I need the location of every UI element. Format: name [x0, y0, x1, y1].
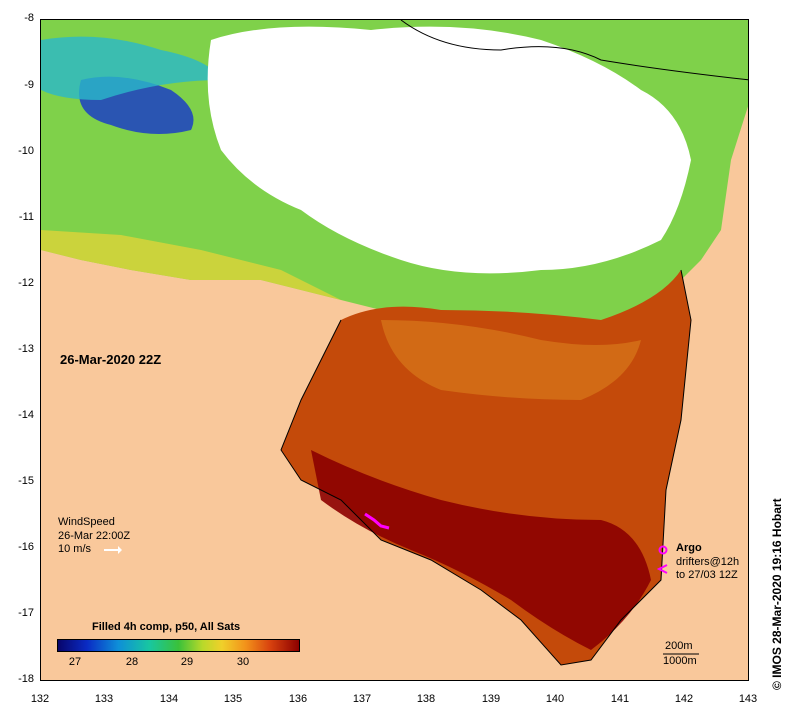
y-tick-label: -14 [18, 409, 34, 421]
colorbar-label: 27 [68, 656, 82, 668]
x-tick-label: 138 [416, 693, 436, 705]
y-tick-label: -8 [24, 12, 34, 24]
depth-contour-1000: 1000m [663, 655, 697, 667]
x-tick-label: 139 [481, 693, 501, 705]
cloud-cover [207, 26, 691, 274]
y-tick-label: -18 [18, 673, 34, 685]
wind-legend-title: WindSpeed [58, 516, 115, 528]
colorbar-label: 30 [236, 656, 250, 668]
map-canvas [41, 20, 748, 680]
drifter-chevron-icon [657, 564, 668, 574]
y-tick-label: -17 [18, 607, 34, 619]
date-label: 26-Mar-2020 22Z [60, 352, 162, 367]
y-tick-label: -15 [18, 475, 34, 487]
coastline-png [400, 20, 748, 81]
colorbar-title: Filled 4h comp, p50, All Sats [92, 621, 241, 633]
colorbar-label: 29 [180, 656, 194, 668]
y-tick-label: -11 [18, 211, 34, 223]
y-tick-label: -16 [18, 541, 34, 553]
sst-cyan-patch [41, 36, 221, 100]
x-tick-label: 134 [159, 693, 179, 705]
sst-map [40, 19, 749, 681]
wind-legend-speed: 10 m/s [58, 543, 92, 555]
credit-label: © IMOS 28-Mar-2020 19:16 Hobart [770, 498, 784, 690]
y-tick-label: -12 [18, 277, 34, 289]
x-tick-label: 142 [674, 693, 694, 705]
y-tick-label: -13 [18, 343, 34, 355]
y-tick-label: -10 [18, 145, 34, 157]
sst-gulf-orange [381, 320, 641, 400]
colorbar-label: 28 [125, 656, 139, 668]
sst-colorbar [57, 639, 300, 652]
argo-legend-label: Argo [676, 542, 702, 554]
depth-contour-200: 200m [665, 640, 693, 652]
x-tick-label: 136 [288, 693, 308, 705]
depth-contour-lines [663, 653, 699, 655]
sst-yellow-band [41, 230, 341, 300]
x-tick-label: 133 [94, 693, 114, 705]
drifter-legend-label: drifters@12h [676, 556, 740, 568]
x-tick-label: 143 [738, 693, 758, 705]
argo-track [364, 512, 390, 530]
x-tick-label: 135 [223, 693, 243, 705]
y-tick-label: -9 [24, 79, 34, 91]
argo-marker-icon [658, 545, 668, 555]
x-tick-label: 140 [545, 693, 565, 705]
x-tick-label: 141 [610, 693, 630, 705]
wind-arrow-icon [104, 546, 122, 554]
sst-gulf-hot [311, 450, 651, 650]
drifter-legend-time: to 27/03 12Z [676, 569, 738, 581]
coastline-cape-york [280, 269, 692, 666]
x-tick-label: 132 [30, 693, 50, 705]
wind-legend-time: 26-Mar 22:00Z [58, 530, 131, 542]
x-tick-label: 137 [352, 693, 372, 705]
